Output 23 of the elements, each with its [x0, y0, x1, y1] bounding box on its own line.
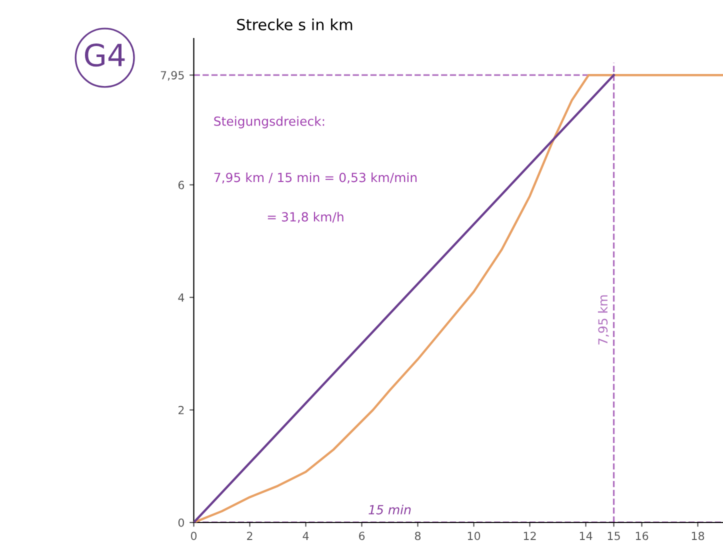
y-tick-label: 0: [178, 518, 184, 527]
annotation: Steigungsdreieck:: [214, 116, 324, 128]
x-tick-label: 15: [608, 532, 620, 540]
y-axis-title: Strecke s in km: [237, 18, 352, 30]
y-tick-label: 2: [178, 406, 184, 414]
x-tick-label: 12: [524, 532, 536, 540]
y-tick-label: 7,95: [160, 71, 184, 81]
annotation: = 31,8 km/h: [268, 212, 344, 223]
y-tick-label: 6: [178, 180, 184, 190]
x-tick-label: 6: [359, 532, 365, 540]
y-tick-label: 4: [178, 294, 184, 302]
x-tick-label: 8: [415, 532, 421, 540]
x-tick-label: 2: [247, 532, 252, 540]
annotation: 7,95 km / 15 min = 0,53 km/min: [214, 172, 417, 184]
x-tick-label: 14: [580, 532, 592, 540]
x-tick-label: 10: [468, 532, 480, 540]
ref-line-label: 7,95 km: [598, 295, 609, 344]
x-tick-label: 16: [636, 532, 648, 540]
ref-line-label: 15 min: [368, 504, 411, 514]
x-tick-label: 18: [692, 532, 704, 540]
x-tick-label: 0: [190, 532, 197, 540]
x-tick-label: 4: [302, 532, 309, 540]
text: G4: [84, 44, 125, 67]
